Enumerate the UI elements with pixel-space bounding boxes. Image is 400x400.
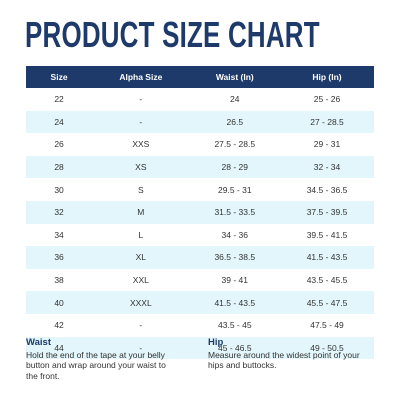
table-cell: 24 [26,110,93,134]
table-cell: 43.5 - 45 [218,320,252,331]
table-cell: 26 [54,139,64,150]
table-cell: 31.5 - 33.5 [189,200,281,224]
table-cell: 44 [26,336,93,360]
table-cell: 41.5 - 43.5 [189,291,281,314]
header-row: Size Alpha Size Waist (In) Hip (In) [26,66,374,88]
table-cell: 34 [54,229,64,240]
column-header: Alpha Size [92,66,190,88]
table-cell: 32 [26,200,93,224]
table-cell: 37.5 - 39.5 [280,200,374,224]
table-cell: M [92,200,190,224]
table-cell: L [138,229,144,240]
table-cell: XS [92,155,190,179]
table-cell: 38 [54,275,64,286]
table-cell: XXS [132,139,150,150]
table-cell: XXXL [92,291,190,314]
table-cell: 34 - 36 [221,229,249,240]
table-cell: 39 - 41 [221,275,249,286]
table-cell: S [137,184,144,195]
table-cell: 49 - 50.5 [280,336,374,360]
table-cell: 28 [26,155,93,179]
table-cell: - [139,94,143,105]
column-header: Hip (In) [280,66,374,88]
table-row: 42 - 43.5 - 45 47.5 - 49 [26,314,374,337]
title: PRODUCT SIZE CHART [25,14,320,55]
note-title: Hip [208,337,224,348]
table-cell: 27 - 28.5 [280,110,374,134]
table-row: 22 - 24 25 - 26 [26,88,374,111]
table-cell: 28 - 29 [189,155,281,179]
note: Hip Measure around the widest point of yo… [208,337,368,371]
table-cell: - [92,336,190,360]
table-cell: 29.5 - 31 [218,184,252,195]
note-text: Measure around the widest point of your … [208,349,360,371]
table-cell: 47.5 - 49 [310,320,344,331]
note-title: Waist [26,337,51,348]
table-cell: 27.5 - 28.5 [214,139,256,150]
table-row: 28 XS 28 - 29 32 - 34 [26,155,374,179]
table-cell: 25 - 26 [313,94,341,105]
note-text: Hold the end of the tape at your belly b… [26,349,166,381]
table-row: 32 M 31.5 - 33.5 37.5 - 39.5 [26,200,374,224]
table-cell: 34.5 - 36.5 [306,184,348,195]
table-cell: 45.5 - 47.5 [280,291,374,314]
table-cell: XXL [132,275,149,286]
table-row: 30 S 29.5 - 31 34.5 - 36.5 [26,178,374,201]
note: Waist Hold the end of the tape at your be… [26,337,176,381]
table-cell: 40 [26,291,93,314]
table-cell: 41.5 - 43.5 [280,246,374,269]
table-cell: 36.5 - 38.5 [189,246,281,269]
table-cell: - [139,320,143,331]
table-cell: 36 [26,246,93,269]
size-table: Size Alpha Size Waist (In) Hip (In) 22-24 25… [26,66,374,360]
table-cell: 43.5 - 45.5 [306,275,348,286]
table-row: 24-26.5 27 - 28.5 [26,110,374,134]
table-cell: 42 [54,320,64,331]
table-cell: 22 [54,94,64,105]
table-row: 34 L 34 - 36 39.5 - 41.5 [26,224,374,247]
table-cell: 45 - 46.5 [189,336,281,360]
table-cell: 29 - 31 [313,139,341,150]
column-header: Waist (In) [189,66,281,88]
table-cell: 30 [54,184,64,195]
table-cell: 32 - 34 [280,155,374,179]
table-row: 44-45 - 46.5 49 - 50.5 [26,336,374,360]
table-row: 40 XXXL 41.5 - 43.5 45.5 - 47.5 [26,291,374,314]
table-cell: XL [92,246,190,269]
table-cell: - [92,110,190,134]
table-cell: 26.5 [189,110,281,134]
table-row: 26 XXS 27.5 - 28.5 29 - 31 [26,133,374,156]
table-row: 38 XXL 39 - 41 43.5 - 45.5 [26,269,374,292]
column-header: Size [26,66,93,88]
table-row: 36 XL 36.5 - 38.5 41.5 - 43.5 [26,246,374,269]
table-cell: 24 [230,94,240,105]
table-cell: 39.5 - 41.5 [306,229,348,240]
